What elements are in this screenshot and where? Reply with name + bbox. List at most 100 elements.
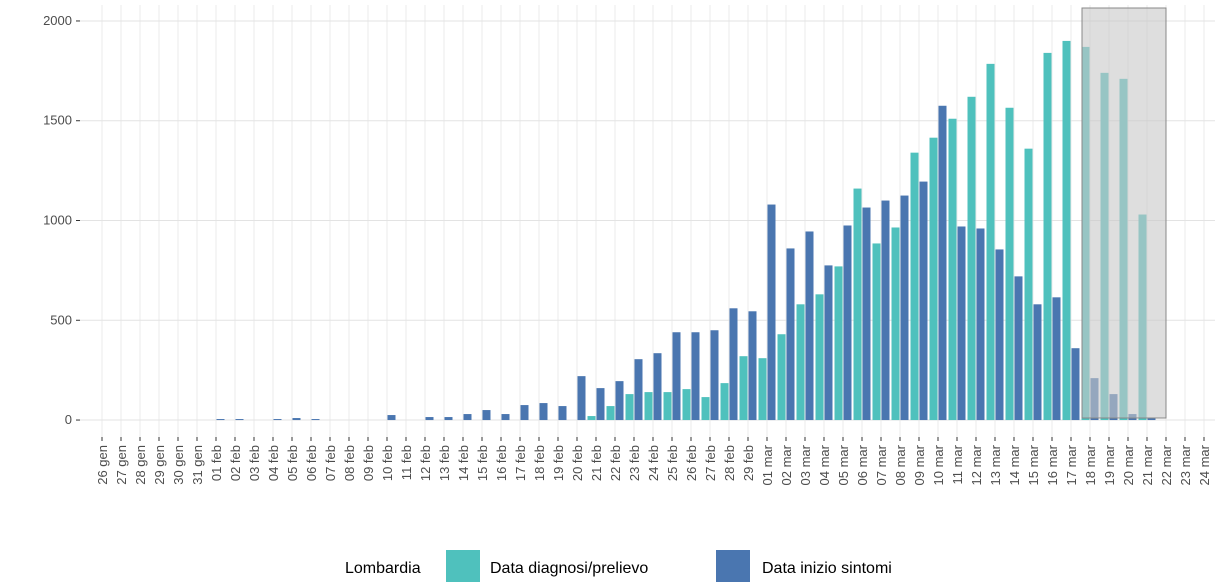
x-tick-label: 15 feb <box>475 445 490 481</box>
x-tick-label: 23 feb <box>627 445 642 481</box>
x-tick-label: 27 gen <box>114 445 129 485</box>
x-tick-label: 29 feb <box>741 445 756 481</box>
bar <box>872 243 881 421</box>
bar <box>777 334 786 421</box>
legend-swatch <box>446 550 480 582</box>
x-tick-label: 01 mar <box>760 444 775 485</box>
highlight-box <box>1081 7 1167 419</box>
x-tick-label: 20 feb <box>570 445 585 481</box>
bar <box>1014 276 1023 421</box>
x-tick-label: 22 feb <box>608 445 623 481</box>
bar <box>786 248 795 421</box>
y-tick-label: 0 <box>65 412 72 427</box>
bar <box>929 137 938 421</box>
x-tick-label: 17 mar <box>1064 444 1079 485</box>
bar <box>948 118 957 421</box>
x-tick-label: 23 mar <box>1178 444 1193 485</box>
x-tick-label: 26 gen <box>95 445 110 485</box>
bar <box>739 356 748 421</box>
x-tick-label: 18 feb <box>532 445 547 481</box>
x-tick-label: 17 feb <box>513 445 528 481</box>
x-tick-label: 22 mar <box>1159 444 1174 485</box>
bar <box>682 389 691 421</box>
x-tick-label: 10 feb <box>380 445 395 481</box>
bar <box>577 376 586 421</box>
bar <box>273 419 282 421</box>
bar <box>805 231 814 421</box>
bar <box>663 392 672 421</box>
x-tick-label: 28 feb <box>722 445 737 481</box>
x-tick-label: 02 feb <box>228 445 243 481</box>
x-tick-label: 13 mar <box>988 444 1003 485</box>
bar <box>881 200 890 421</box>
y-tick-label: 1000 <box>43 213 72 228</box>
bar <box>1033 304 1042 421</box>
bar <box>444 417 453 421</box>
x-tick-label: 14 feb <box>456 445 471 481</box>
bar <box>910 152 919 421</box>
bar <box>292 418 301 421</box>
x-tick-label: 11 mar <box>950 444 965 484</box>
x-tick-label: 31 gen <box>190 445 205 485</box>
x-tick-label: 06 mar <box>855 444 870 485</box>
legend-swatch <box>716 550 750 582</box>
bar <box>235 419 244 421</box>
bar <box>767 204 776 421</box>
bar <box>1052 297 1061 421</box>
bar <box>615 381 624 421</box>
x-tick-label: 24 mar <box>1197 444 1212 485</box>
x-tick-label: 10 mar <box>931 444 946 485</box>
bar <box>701 397 710 421</box>
x-tick-label: 20 mar <box>1121 444 1136 485</box>
bar <box>824 265 833 421</box>
x-tick-label: 11 feb <box>399 445 414 480</box>
x-tick-label: 29 gen <box>152 445 167 485</box>
bar <box>891 227 900 421</box>
bar <box>691 332 700 421</box>
legend-title: Lombardia <box>345 560 421 577</box>
bar <box>919 181 928 421</box>
bar <box>387 415 396 421</box>
bar <box>596 388 605 421</box>
x-tick-label: 09 feb <box>361 445 376 481</box>
bar <box>482 410 491 421</box>
x-tick-label: 09 mar <box>912 444 927 485</box>
bar <box>815 294 824 421</box>
bar <box>957 226 966 421</box>
bar <box>862 207 871 421</box>
x-tick-label: 03 feb <box>247 445 262 481</box>
x-tick-label: 16 mar <box>1045 444 1060 485</box>
x-tick-label: 04 feb <box>266 445 281 481</box>
x-tick-label: 19 mar <box>1102 444 1117 485</box>
x-tick-label: 03 mar <box>798 444 813 485</box>
x-tick-label: 19 feb <box>551 445 566 481</box>
x-tick-label: 14 mar <box>1007 444 1022 485</box>
y-tick-label: 1500 <box>43 113 72 128</box>
bar <box>216 419 225 421</box>
bar <box>796 304 805 421</box>
bar <box>720 383 729 421</box>
x-tick-label: 04 mar <box>817 444 832 485</box>
bar <box>967 96 976 421</box>
bar <box>463 414 472 421</box>
bar <box>843 225 852 421</box>
bar <box>653 353 662 421</box>
x-tick-label: 05 feb <box>285 445 300 481</box>
x-tick-label: 05 mar <box>836 444 851 485</box>
x-tick-label: 07 mar <box>874 444 889 485</box>
x-tick-label: 24 feb <box>646 445 661 481</box>
bar <box>729 308 738 421</box>
bar <box>625 394 634 421</box>
bar <box>634 359 643 421</box>
y-tick-label: 500 <box>50 312 72 327</box>
bar <box>425 417 434 421</box>
x-tick-label: 27 feb <box>703 445 718 481</box>
bar <box>520 405 529 421</box>
bar <box>1005 107 1014 421</box>
bar <box>558 406 567 421</box>
x-tick-label: 18 mar <box>1083 444 1098 485</box>
bar <box>758 358 767 421</box>
x-tick-label: 13 feb <box>437 445 452 481</box>
x-tick-label: 30 gen <box>171 445 186 485</box>
